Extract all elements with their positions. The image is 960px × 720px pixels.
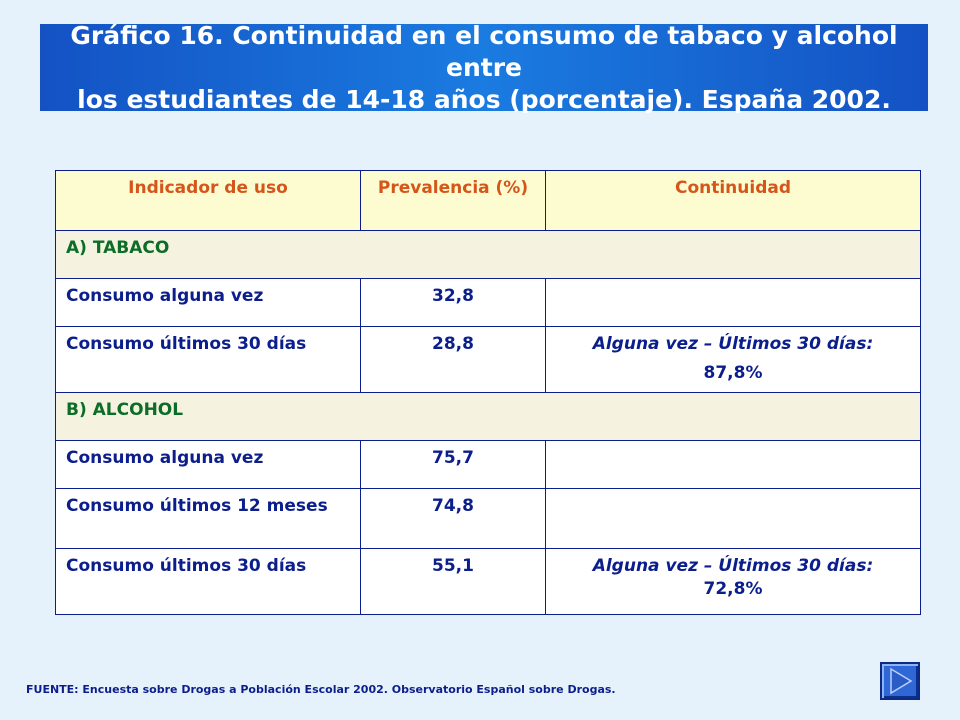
play-next-icon bbox=[890, 667, 913, 695]
continuity-cell bbox=[545, 440, 921, 489]
section-label: B) ALCOHOL bbox=[55, 392, 921, 441]
header-continuity: Continuidad bbox=[545, 170, 921, 231]
table-row: Consumo últimos 30 días 55,1 Alguna vez … bbox=[55, 548, 921, 615]
source-note: FUENTE: Encuesta sobre Drogas a Població… bbox=[26, 683, 616, 696]
continuity-cell bbox=[545, 278, 921, 327]
table-row: Consumo últimos 12 meses 74,8 bbox=[55, 488, 921, 549]
continuity-label: Alguna vez – Últimos 30 días: bbox=[592, 556, 874, 576]
section-row-tabaco: A) TABACO bbox=[55, 230, 921, 279]
prevalence-cell: 28,8 bbox=[360, 326, 546, 393]
continuity-cell: Alguna vez – Últimos 30 días: 72,8% bbox=[545, 548, 921, 615]
title-line-1: Gráfico 16. Continuidad en el consumo de… bbox=[70, 20, 898, 82]
title-line-2: los estudiantes de 14-18 años (porcentaj… bbox=[77, 84, 891, 114]
indicator-cell: Consumo últimos 30 días bbox=[55, 326, 361, 393]
next-slide-button[interactable] bbox=[880, 662, 920, 700]
prevalence-cell: 32,8 bbox=[360, 278, 546, 327]
continuity-value: 72,8% bbox=[703, 579, 763, 599]
section-label: A) TABACO bbox=[55, 230, 921, 279]
header-prevalence: Prevalencia (%) bbox=[360, 170, 546, 231]
indicator-cell: Consumo últimos 30 días bbox=[55, 548, 361, 615]
indicator-cell: Consumo últimos 12 meses bbox=[55, 488, 361, 549]
table-row: Consumo alguna vez 32,8 bbox=[55, 278, 921, 327]
slide-title: Gráfico 16. Continuidad en el consumo de… bbox=[40, 21, 928, 114]
continuity-label: Alguna vez – Últimos 30 días: bbox=[592, 334, 874, 354]
prevalence-cell: 74,8 bbox=[360, 488, 546, 549]
table-row: Consumo últimos 30 días 28,8 Alguna vez … bbox=[55, 326, 921, 393]
continuity-value: 87,8% bbox=[703, 363, 763, 383]
section-row-alcohol: B) ALCOHOL bbox=[55, 392, 921, 441]
table-header-row: Indicador de uso Prevalencia (%) Continu… bbox=[55, 170, 921, 231]
table-row: Consumo alguna vez 75,7 bbox=[55, 440, 921, 489]
continuity-cell: Alguna vez – Últimos 30 días: 87,8% bbox=[545, 326, 921, 393]
header-indicator: Indicador de uso bbox=[55, 170, 361, 231]
continuity-cell bbox=[545, 488, 921, 549]
indicator-cell: Consumo alguna vez bbox=[55, 440, 361, 489]
consumption-table: Indicador de uso Prevalencia (%) Continu… bbox=[55, 170, 921, 615]
prevalence-cell: 75,7 bbox=[360, 440, 546, 489]
prevalence-cell: 55,1 bbox=[360, 548, 546, 615]
indicator-cell: Consumo alguna vez bbox=[55, 278, 361, 327]
